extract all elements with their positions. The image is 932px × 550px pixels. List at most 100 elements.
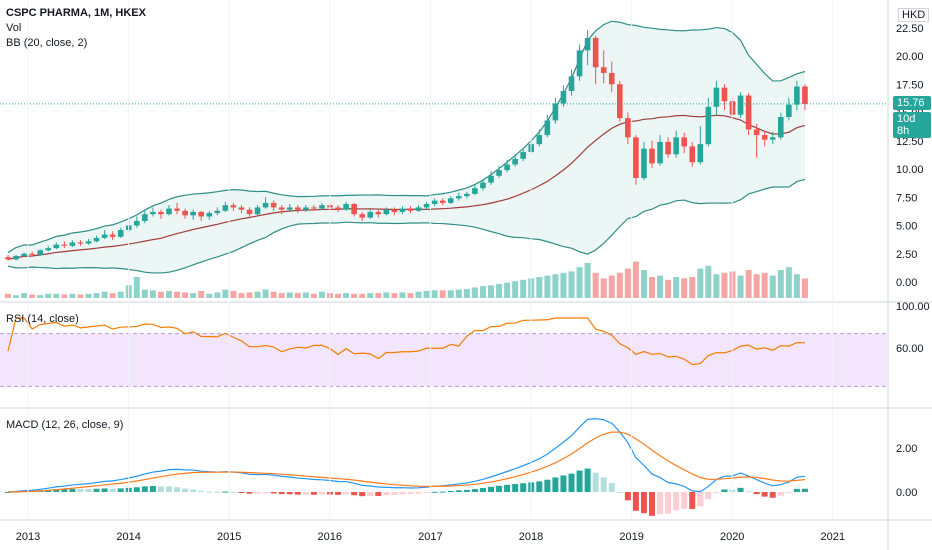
candle-body [311,207,317,209]
macd-histogram-bar [544,479,551,492]
candle-body [270,202,277,208]
volume-bar [600,278,607,298]
time-tick-label: 2020 [720,531,744,543]
volume-bar [439,290,446,298]
volume-bar [21,293,28,298]
volume-bar [310,293,317,298]
macd-histogram-bar [681,492,688,509]
macd-histogram-bar [649,492,655,516]
candle-body [713,87,720,107]
candle-body [480,182,486,189]
volume-bar [29,294,36,298]
candle-body [600,67,607,73]
macd-histogram-bar [93,488,100,492]
macd-histogram-bar [463,489,470,492]
rsi-band [0,333,888,387]
volume-bar [447,290,454,298]
volume-bar [182,292,189,298]
volume-bar [359,293,366,298]
candle-body [665,141,671,155]
candle-body [214,210,221,214]
candle-body [576,50,583,77]
volume-bar [157,291,164,298]
bb-upper-line [7,20,806,254]
candle-body [608,72,615,85]
time-tick-label: 2013 [16,531,40,543]
legend-vol: Vol [6,22,22,34]
volume-bar [455,289,462,298]
candle-body [544,120,551,136]
volume-bar [61,294,68,298]
volume-bar [230,291,237,298]
macd-histogram-bar [117,488,124,492]
candle-body [85,241,92,244]
volume-bar [737,275,744,298]
macd-histogram-bar [286,492,293,495]
macd-histogram-bar [206,491,213,493]
candle-body [142,214,148,221]
candle-body [262,202,269,208]
macd-histogram-bar [174,487,181,492]
macd-histogram-bar [101,488,108,492]
candle-body [649,148,655,164]
volume-bar [793,274,800,298]
volume-bar [343,293,350,298]
macd-signal-line [7,431,806,493]
macd-histogram-bar [254,492,261,494]
candle-body [117,230,124,237]
candle-body [246,209,253,215]
volume-bar [262,289,269,298]
macd-histogram-bar [335,492,342,495]
macd-histogram-bar [793,488,800,492]
macd-histogram-bar [77,488,84,492]
volume-bar [399,292,406,298]
candle-body [134,220,140,226]
volume-bar [5,293,11,298]
volume-bar [93,293,100,298]
volume-bar [512,281,519,298]
macd-histogram-bar [512,484,519,492]
volume-bar [777,270,784,298]
volume-bar [761,272,768,298]
candle-body [472,188,478,194]
candle-body [617,84,623,119]
volume-bar [753,274,760,298]
macd-histogram-bar [568,473,575,492]
volume-bar [673,277,680,298]
macd-legend: MACD (12, 26, close, 9) [6,419,124,431]
volume-bar [721,272,728,298]
time-tick-label: 2019 [619,531,643,543]
price-tick-label: 2.50 [896,249,917,261]
candle-body [61,244,68,246]
macd-histogram-bar [423,492,430,493]
price-tick-label: 20.00 [896,51,924,63]
candle-body [705,106,712,145]
price-tick-label: 0.00 [896,277,917,289]
volume-bar [85,293,92,298]
volume-bar [302,292,309,298]
volume-bar [689,277,696,298]
macd-histogram-bar [705,492,712,500]
macd-histogram-bar [359,492,366,497]
volume-bar [278,293,285,298]
volume-bar [270,291,277,298]
volume-bar [479,286,486,298]
candle-body [45,248,52,251]
macd-histogram-bar [246,492,253,494]
price-tick-label: 17.50 [896,79,924,91]
candle-body [29,253,35,255]
macd-histogram-bar [592,472,599,492]
bb-lower-line [7,178,806,274]
candle-body [456,196,462,199]
price-tick-label: 12.50 [896,136,924,148]
macd-histogram-bar [753,492,760,495]
price-tick-label: 5.00 [896,221,917,233]
volume-bar [665,279,672,298]
macd-histogram-bar [439,491,446,493]
candle-body [359,214,365,218]
macd-histogram-bar [697,492,704,507]
volume-bar [37,295,44,298]
volume-bar [166,291,172,298]
candle-body [198,211,204,217]
